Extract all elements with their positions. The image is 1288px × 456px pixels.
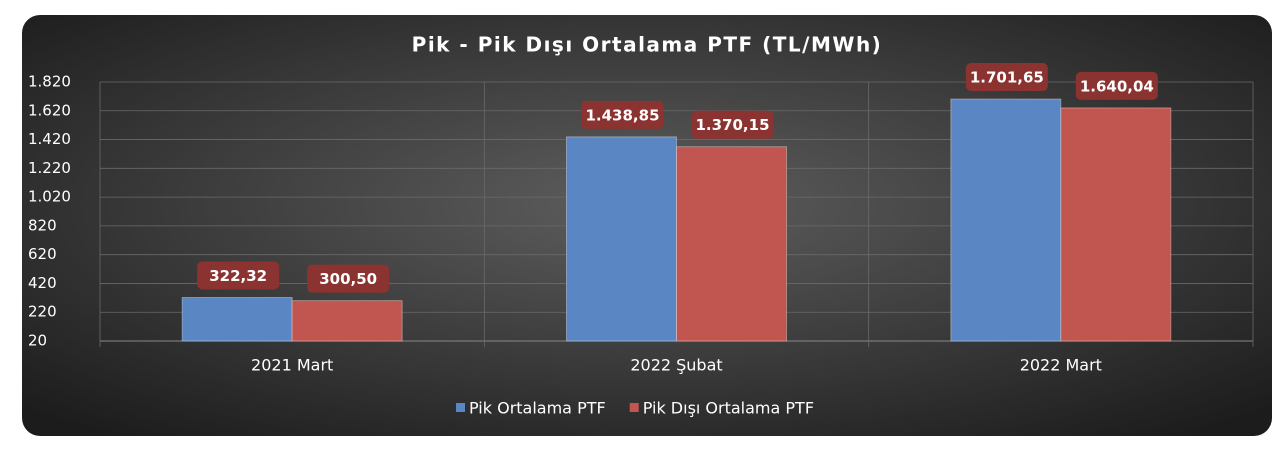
x-tick-label: 2022 Şubat — [630, 356, 722, 375]
y-tick-label: 620 — [28, 245, 57, 263]
value-label: 1.701,65 — [970, 69, 1044, 87]
bar — [181, 296, 293, 342]
bar — [676, 146, 787, 342]
value-label-box — [197, 261, 280, 290]
y-tick-label: 1.220 — [28, 159, 71, 177]
y-tick-label: 220 — [28, 303, 57, 321]
value-label: 300,50 — [319, 270, 377, 288]
legend-label: Pik Ortalama PTF — [469, 399, 606, 418]
value-label-box — [691, 110, 774, 139]
value-label: 1.370,15 — [695, 116, 769, 134]
y-tick-label: 1.820 — [28, 73, 71, 91]
value-label-box — [965, 63, 1048, 92]
y-tick-label: 20 — [28, 332, 47, 350]
value-label-box — [581, 100, 664, 129]
value-label: 322,32 — [209, 267, 267, 285]
y-tick-label: 1.020 — [28, 188, 71, 206]
y-tick-label: 1.620 — [28, 101, 71, 119]
legend-marker — [456, 403, 465, 412]
bar — [291, 300, 403, 342]
legend-marker — [629, 403, 639, 412]
bar — [1060, 107, 1172, 342]
value-label-box — [1075, 71, 1158, 100]
y-tick-label: 820 — [28, 216, 57, 234]
y-tick-label: 1.420 — [28, 130, 71, 148]
value-label-box — [307, 264, 390, 293]
legend-label: Pik Dışı Ortalama PTF — [643, 399, 814, 418]
chart-title: Pik - Pik Dışı Ortalama PTF (TL/MWh) — [412, 33, 883, 57]
x-tick-label: 2021 Mart — [251, 356, 333, 375]
value-label: 1.438,85 — [585, 106, 659, 124]
bar — [566, 136, 677, 342]
y-tick-label: 420 — [28, 274, 57, 292]
x-tick-label: 2022 Mart — [1020, 356, 1102, 375]
value-label: 1.640,04 — [1080, 77, 1154, 95]
bar — [950, 98, 1062, 342]
